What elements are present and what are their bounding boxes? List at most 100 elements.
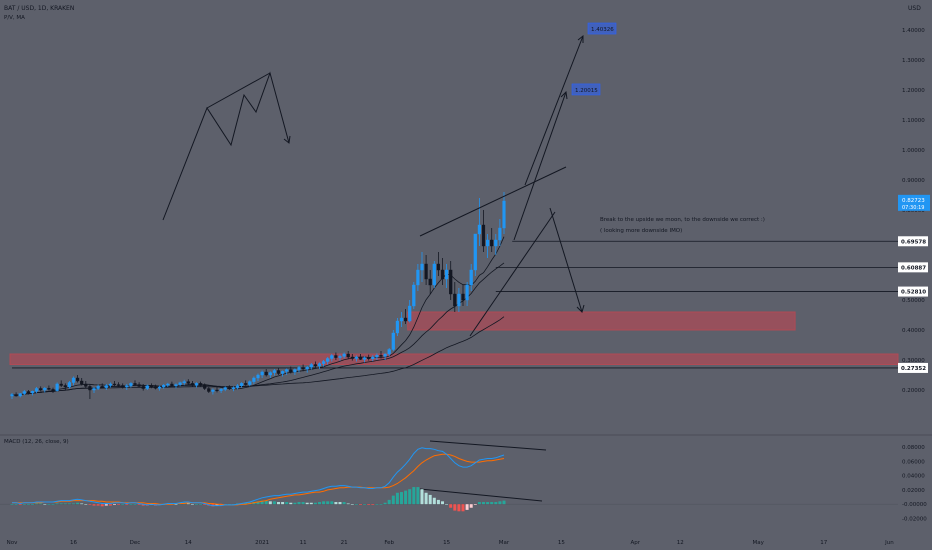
macd-histogram-bar-90 — [379, 504, 383, 505]
macd-histogram-bar-28 — [125, 504, 129, 505]
candle-body-53 — [227, 387, 231, 390]
candle-body-41 — [178, 382, 182, 385]
macd-histogram-bar-11 — [55, 503, 59, 505]
macd-histogram-bar-102 — [428, 494, 432, 505]
candle-body-115 — [481, 224, 486, 247]
candle-body-25 — [112, 383, 117, 386]
macd-histogram-bar-112 — [469, 504, 473, 508]
target-arrow-2-path — [513, 91, 567, 241]
macd-histogram-bar-14 — [67, 503, 71, 505]
price-tick-label: 0.40000 — [902, 328, 925, 334]
candle-body-92 — [387, 349, 391, 355]
time-tick-label: Dec — [130, 540, 141, 546]
candle-body-96 — [404, 317, 408, 322]
macd-histogram-bar-19 — [88, 504, 92, 505]
macd-histogram-bar-18 — [84, 504, 88, 505]
macd-pane — [0, 447, 898, 512]
macd-histogram-bar-0 — [10, 504, 14, 505]
candle-body-46 — [198, 383, 203, 386]
candle-body-57 — [244, 383, 248, 385]
time-tick-label: 15 — [558, 540, 565, 546]
time-tick-label: May — [753, 540, 765, 546]
candle-body-9 — [47, 388, 51, 390]
candle-body-117 — [490, 239, 494, 247]
symbol-title[interactable]: BAT / USD, 1D, KRAKEN — [4, 5, 74, 12]
macd-histogram-bar-99 — [416, 487, 420, 505]
macd-histogram-bar-63 — [268, 501, 272, 505]
macd-histogram-bar-116 — [486, 502, 490, 505]
candle-body-32 — [141, 386, 145, 389]
macd-histogram-bar-65 — [277, 502, 280, 505]
candle-body-88 — [371, 356, 375, 359]
candle-body-45 — [194, 383, 199, 386]
candle-body-39 — [170, 383, 174, 386]
macd-histogram-bar-51 — [219, 504, 223, 506]
zone-0[interactable] — [407, 311, 796, 331]
candle-body-80 — [338, 356, 342, 358]
macd-histogram-bar-29 — [129, 504, 133, 505]
macd-histogram-bar-60 — [256, 501, 260, 505]
wedge-upper-line — [419, 166, 567, 237]
macd-histogram-bar-84 — [354, 504, 358, 505]
time-axis[interactable]: Nov 16 Dec 14 2021 11 21 Feb 15 Mar 15 Apr 12 May 17 Ju… — [7, 540, 895, 546]
candle-body-5 — [30, 391, 35, 394]
candle-body-59 — [252, 377, 256, 382]
macd-histogram-bar-81 — [342, 502, 346, 505]
macd-histogram-bar-82 — [346, 503, 350, 505]
time-tick-label: Nov — [7, 540, 18, 546]
candle-body-118 — [494, 239, 498, 247]
macd-tick-label: 0.04000 — [902, 474, 925, 480]
candle-body-70 — [297, 367, 301, 370]
price-tick-label: 1.10000 — [902, 118, 925, 124]
macd-histogram-bar-44 — [190, 504, 194, 505]
candle-body-120 — [502, 200, 506, 229]
macd-histogram-bar-114 — [477, 502, 481, 505]
target-arrow-2-head — [560, 90, 568, 100]
macd-histogram-bar-2 — [18, 504, 22, 505]
candle-body-18 — [84, 383, 88, 387]
macd-signal-line — [12, 453, 505, 506]
target-price-box-1[interactable] — [571, 83, 601, 96]
candle-body-81 — [342, 353, 346, 357]
price-tick-label: 0.50000 — [902, 298, 925, 304]
macd-tick-label: -0.02000 — [902, 516, 927, 522]
macd-histogram-bar-61 — [260, 500, 264, 505]
macd-histogram-bar-26 — [117, 504, 121, 505]
header-legend: BAT / USD, 1D, KRAKEN P/V, MA USD MACD (… — [4, 5, 921, 445]
candle-body-98 — [412, 284, 416, 307]
candle-body-7 — [39, 388, 43, 391]
macd-histogram-bar-83 — [350, 504, 354, 505]
candle-body-17 — [80, 380, 84, 385]
candle-body-85 — [358, 356, 363, 360]
time-tick-label: 15 — [443, 540, 450, 546]
candle-body-95 — [399, 317, 404, 322]
level-price-tag-0 — [898, 236, 928, 247]
macd-histogram-bar-105 — [441, 501, 444, 505]
macd-histogram-bar-87 — [367, 504, 371, 505]
macd-histogram-bar-119 — [498, 501, 502, 505]
target-price-box-0[interactable] — [587, 22, 617, 35]
candle-body-12 — [59, 383, 63, 386]
candle-body-111 — [465, 284, 469, 301]
macd-axis[interactable]: 0.08000 0.06000 0.04000 0.02000 -0.00000 -0.0… — [902, 445, 927, 522]
candle-body-109 — [457, 293, 461, 307]
macd-histogram-bar-47 — [203, 504, 207, 505]
macd-histogram-bar-46 — [199, 504, 203, 505]
candle-body-113 — [473, 233, 477, 271]
supply-demand-zones — [9, 311, 899, 365]
zone-1[interactable] — [9, 353, 899, 365]
macd-histogram-bar-93 — [391, 495, 395, 505]
candle-body-91 — [383, 353, 387, 357]
candle-body-62 — [264, 371, 268, 376]
macd-legend[interactable]: MACD (12, 26, close, 9) — [4, 439, 69, 445]
level-price-tag-3 — [898, 362, 928, 373]
macd-histogram-bar-120 — [502, 500, 506, 505]
candle-body-55 — [235, 385, 240, 388]
macd-histogram-bar-20 — [92, 504, 96, 506]
candle-body-71 — [301, 367, 305, 370]
time-tick-label: Jun — [884, 540, 894, 546]
time-tick-label: 2021 — [255, 540, 269, 546]
